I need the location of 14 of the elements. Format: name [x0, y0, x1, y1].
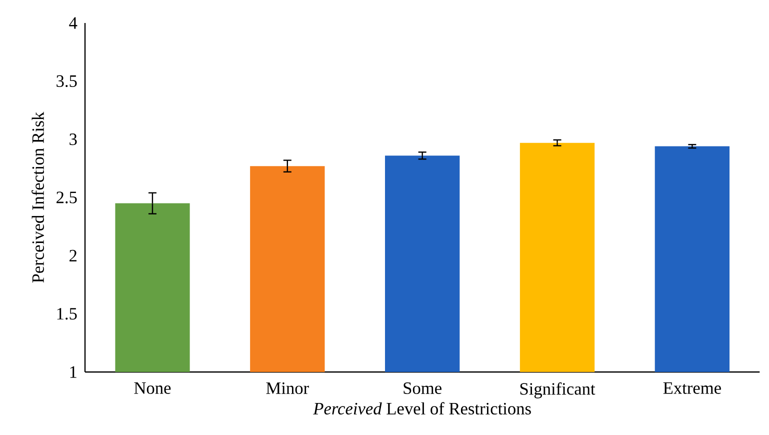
x-tick-label: None — [134, 382, 171, 394]
y-tick-label: 3.5 — [56, 75, 77, 88]
x-tick-label: Minor — [266, 382, 309, 394]
x-axis-title: Perceived Level of Restrictions — [313, 402, 531, 415]
y-axis-title: Perceived Infection Risk — [32, 112, 44, 283]
x-tick-label: Some — [404, 382, 442, 394]
x-tick-label: Extreme — [663, 382, 721, 394]
y-tick-label: 4 — [69, 17, 78, 29]
y-tick-label: 1 — [70, 366, 76, 378]
y-tick-label: 3 — [70, 134, 77, 146]
y-tick-label: 2 — [70, 250, 76, 262]
y-tick-label: 2.5 — [56, 192, 77, 204]
y-tick-label: 1.5 — [57, 308, 77, 320]
x-tick-label: Significant — [520, 382, 596, 398]
